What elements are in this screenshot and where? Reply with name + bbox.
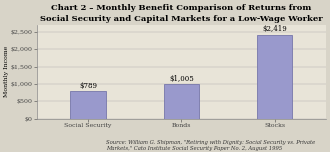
Bar — [257, 35, 292, 119]
Y-axis label: Monthly Income: Monthly Income — [4, 46, 9, 97]
Title: Chart 2 – Monthly Benefit Comparison of Returns from
Social Security and Capital: Chart 2 – Monthly Benefit Comparison of … — [40, 4, 323, 22]
Text: $1,005: $1,005 — [169, 75, 194, 83]
Bar — [164, 84, 199, 119]
Bar — [70, 91, 106, 119]
Text: Source: William G. Shipman, "Retiring with Dignity: Social Security vs. Private
: Source: William G. Shipman, "Retiring wi… — [106, 140, 315, 151]
Text: $2,419: $2,419 — [262, 25, 287, 33]
Text: $789: $789 — [79, 82, 97, 90]
